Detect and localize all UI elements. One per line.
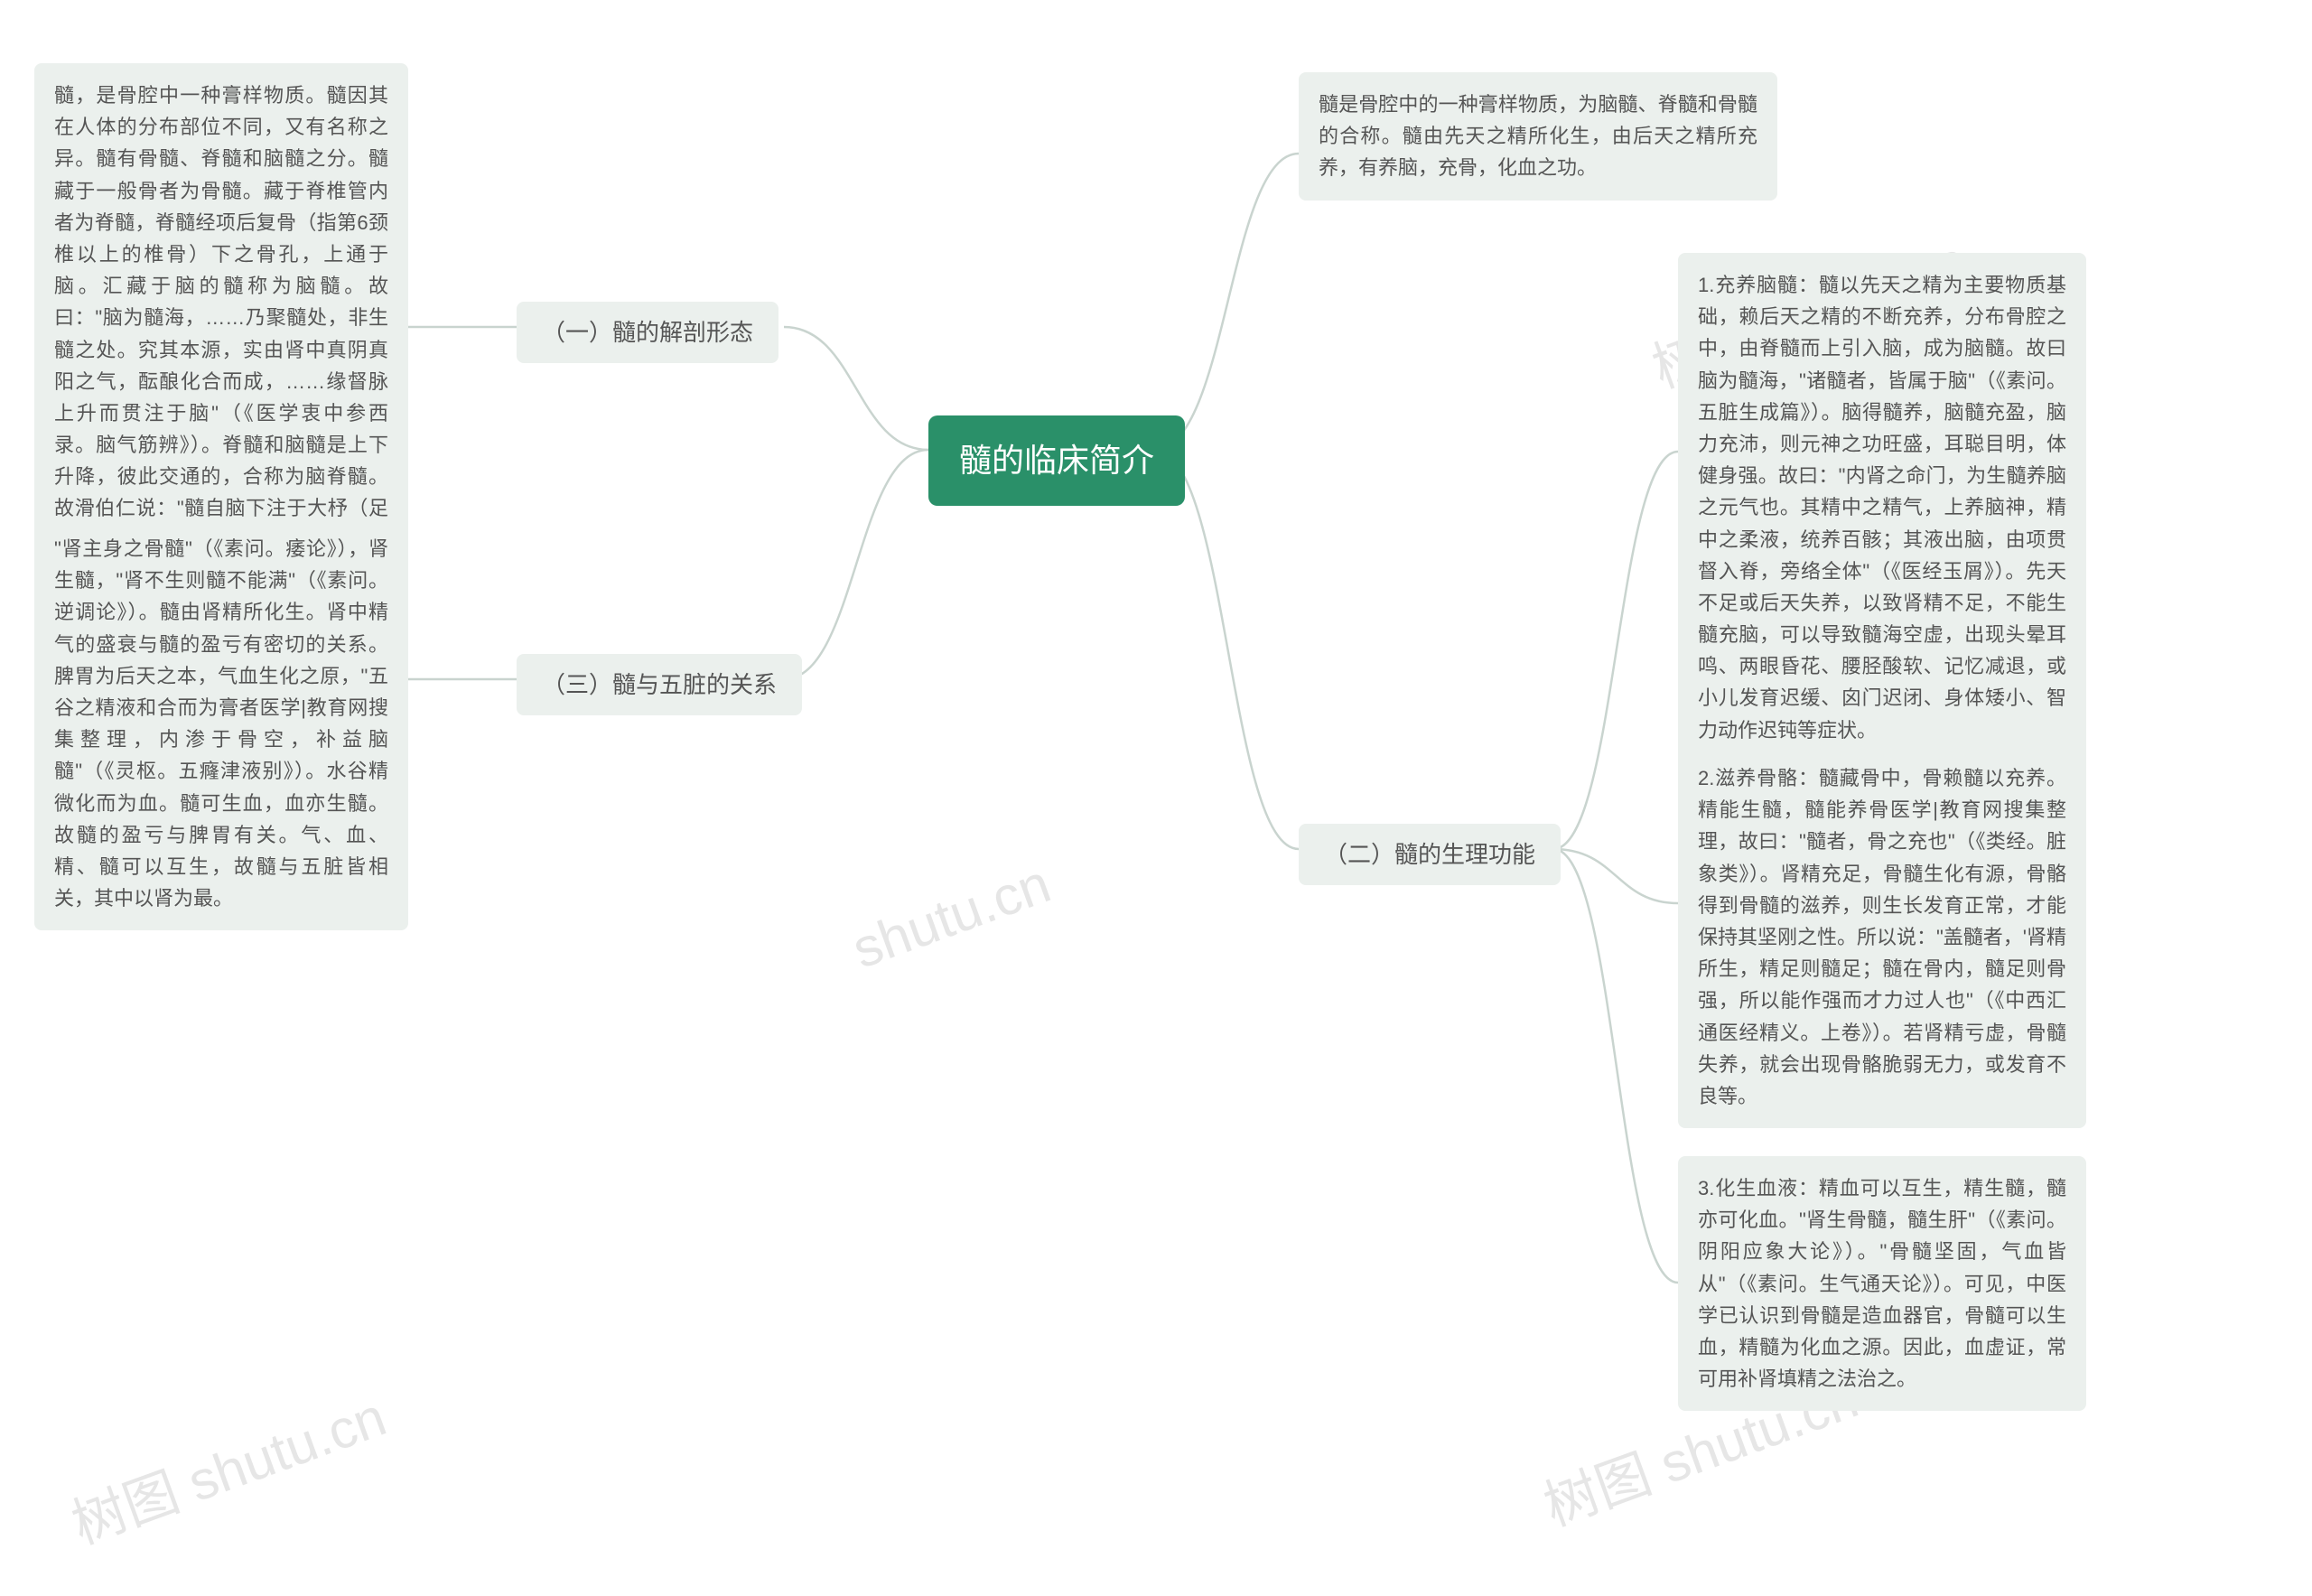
branch-3-leaf: "肾主身之骨髓"（《素问。痿论》），肾生髓，"肾不生则髓不能满"（《素问。逆调论… (34, 517, 408, 930)
watermark: shutu.cn (844, 852, 1058, 980)
branch-1: （一）髓的解剖形态 (517, 302, 778, 363)
branch-2-leaf-2: 2.滋养骨骼：髓藏骨中，骨赖髓以充养。精能生髓，髓能养骨医学|教育网搜集整理，故… (1678, 746, 2086, 1128)
watermark: 树图 shutu.cn (60, 1373, 395, 1559)
intro-leaf: 髓是骨腔中的一种膏样物质，为脑髓、脊髓和骨髓的合称。髓由先天之精所化生，由后天之… (1299, 72, 1777, 201)
branch-2-leaf-3: 3.化生血液：精血可以互生，精生髓，髓亦可化血。"肾生骨髓，髓生肝"（《素问。阴… (1678, 1156, 2086, 1411)
branch-2-leaf-1: 1.充养脑髓：髓以先天之精为主要物质基础，赖后天之精的不断充养，分布骨腔之中，由… (1678, 253, 2086, 762)
branch-2: （二）髓的生理功能 (1299, 824, 1561, 885)
branch-3: （三）髓与五脏的关系 (517, 654, 802, 715)
root-node: 髓的临床简介 (928, 415, 1185, 506)
